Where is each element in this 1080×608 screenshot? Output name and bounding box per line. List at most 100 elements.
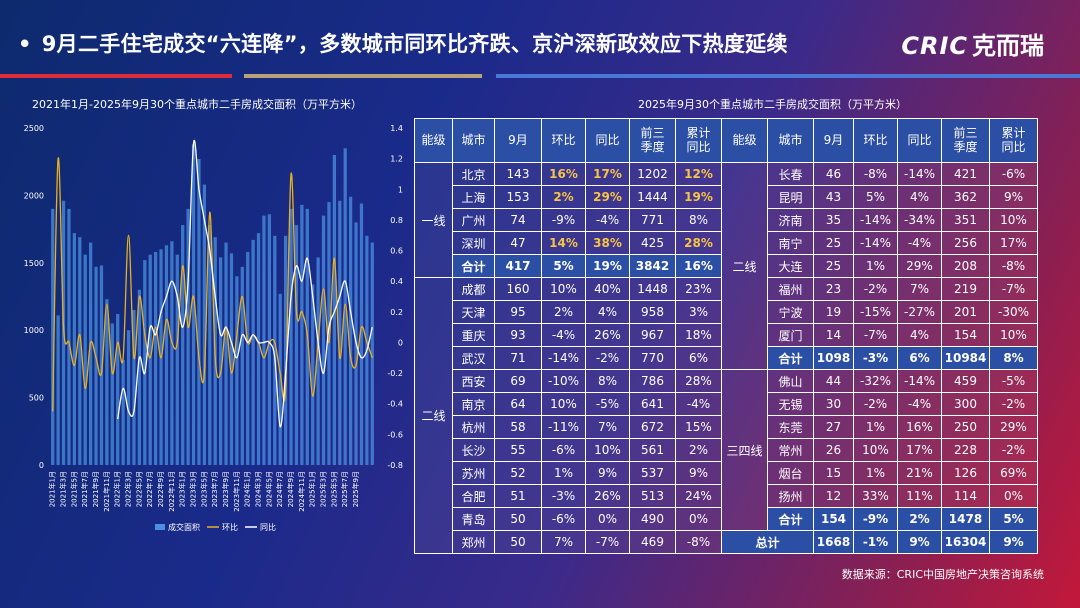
- q3-cell: 219: [941, 277, 990, 301]
- bar: [110, 323, 114, 465]
- bar: [262, 215, 266, 465]
- sep-value-cell: 30: [813, 392, 854, 416]
- tier-cell: 三四线: [721, 369, 768, 531]
- legend-label-mom: 环比: [222, 522, 238, 532]
- q3-cell: 1448: [629, 277, 676, 301]
- bar: [202, 184, 206, 465]
- bar: [256, 233, 261, 465]
- bar: [349, 196, 353, 466]
- cum-yoy-cell: 18%: [675, 323, 722, 347]
- logo-cn: 克而瑞: [972, 32, 1044, 60]
- header-cell: 能级: [721, 118, 768, 163]
- table-title: 2025年9月30个重点城市二手房成交面积（万平方米）: [638, 98, 907, 111]
- q3-cell: 10984: [941, 346, 990, 370]
- q3-cell: 208: [941, 254, 990, 278]
- cum-yoy-cell: -8%: [989, 254, 1038, 278]
- mom-cell: -11%: [541, 415, 586, 439]
- bar: [170, 241, 174, 465]
- city-cell: 广州: [452, 208, 495, 232]
- q3-cell: 1444: [629, 185, 676, 209]
- x-tick-label: 2021年3月: [59, 471, 68, 507]
- mom-cell: -4%: [541, 323, 586, 347]
- yoy-cell: -7%: [585, 530, 630, 554]
- cum-yoy-cell: -7%: [989, 277, 1038, 301]
- x-tick-label: 2021年7月: [80, 471, 89, 507]
- yoy-cell: 17%: [585, 162, 630, 186]
- x-tick-label: 2023年9月: [221, 471, 230, 507]
- q3-cell: 126: [941, 461, 990, 485]
- sep-value-cell: 44: [813, 369, 854, 393]
- bar: [311, 284, 315, 465]
- mom-cell: -7%: [853, 323, 898, 347]
- header: • 9月二手住宅成交“六连降”，多数城市同环比齐跌、京沪深新政效应下热度延续 CR…: [0, 0, 1080, 80]
- q3-cell: 1478: [941, 507, 990, 531]
- city-cell: 长沙: [452, 438, 495, 462]
- mom-cell: 7%: [541, 530, 586, 554]
- bar: [370, 242, 374, 465]
- sep-value-cell: 55: [494, 438, 542, 462]
- bar: [284, 235, 288, 465]
- x-tick-label: 2025年9月: [351, 471, 360, 507]
- bar: [359, 203, 364, 465]
- yoy-cell: -14%: [897, 369, 942, 393]
- bar: [219, 257, 223, 465]
- sep-value-cell: 417: [494, 254, 542, 278]
- cum-yoy-cell: 16%: [675, 254, 722, 278]
- x-tick-label: 2021年5月: [69, 471, 78, 507]
- yoy-cell: -34%: [897, 208, 942, 232]
- tier-cell: 二线: [721, 162, 768, 370]
- yoy-cell: 8%: [585, 369, 630, 393]
- bar: [267, 214, 271, 465]
- q3-cell: 537: [629, 461, 676, 485]
- x-tick-label: 2021年9月: [91, 471, 100, 507]
- q3-cell: 469: [629, 530, 676, 554]
- x-tick-label: 2024年3月: [254, 471, 263, 507]
- yoy-cell: 9%: [585, 461, 630, 485]
- bar: [246, 252, 250, 465]
- mom-cell: 1%: [541, 461, 586, 485]
- q3-cell: 967: [629, 323, 676, 347]
- table-row: 西安 69 -10% 8% 786 28% 三四线 佛山 44 -32% -14% 459 -5%: [415, 369, 1038, 531]
- table-header-row: 能级 城市 9月 环比 同比 前三 季度 累计 同比 能级 城市 9月 环比 同比 前三 季度 累计 同比: [414, 118, 1038, 163]
- header-cell: 9月: [813, 118, 854, 163]
- combo-chart: 0 500 1000 1500 2000 2500 -0.8 -0.6 -0.4 -0.2 0 0.2…: [24, 124, 403, 532]
- cum-yoy-cell: 28%: [675, 231, 722, 255]
- table-row: 一线 北京 143 16% 17% 1202 12% 二线 长春 46 -8% -14% 421 -6%: [414, 162, 1038, 370]
- mom-cell: 1%: [853, 461, 898, 485]
- x-tick-label: 2022年1月: [113, 471, 122, 507]
- q3-cell: 228: [941, 438, 990, 462]
- x-tick-label: 2025年7月: [340, 471, 349, 507]
- city-cell: 合肥: [452, 484, 495, 508]
- cum-yoy-cell: 0%: [989, 484, 1038, 508]
- sep-value-cell: 47: [494, 231, 542, 255]
- yoy-cell: 7%: [897, 277, 942, 301]
- cum-yoy-cell: 10%: [989, 323, 1038, 347]
- legend-label-yoy: 同比: [260, 522, 276, 532]
- table-row: 天津 95 2% 4% 958 3% 宁波 19 -15% -27% 201 -30%: [415, 300, 1038, 324]
- city-cell: 郑州: [452, 530, 495, 554]
- bar: [197, 159, 201, 465]
- sep-value-cell: 52: [494, 461, 542, 485]
- q3-cell: 786: [629, 369, 676, 393]
- sep-value-cell: 35: [813, 208, 854, 232]
- cum-yoy-cell: 10%: [989, 208, 1038, 232]
- mom-cell: 2%: [541, 300, 586, 324]
- x-tick-label: 2022年9月: [156, 471, 165, 507]
- bar: [229, 253, 234, 465]
- city-cell: 扬州: [767, 484, 814, 508]
- cum-yoy-cell: 9%: [989, 185, 1038, 209]
- table-row: 南京 64 10% -5% 641 -4% 无锡 30 -2% -4% 300 -2%: [415, 392, 1038, 416]
- y-left-tick-label: 0: [39, 461, 44, 470]
- q3-cell: 250: [941, 415, 990, 439]
- sep-value-cell: 143: [494, 162, 542, 186]
- header-cell: 城市: [767, 118, 814, 163]
- cum-yoy-cell: 23%: [675, 277, 722, 301]
- yoy-cell: -14%: [897, 162, 942, 186]
- tier-cell: 二线: [414, 277, 453, 554]
- y-right-tick-label: 0: [398, 338, 403, 347]
- cum-yoy-cell: 12%: [675, 162, 722, 186]
- x-tick-label: 2021年11月: [102, 471, 111, 512]
- yoy-cell: 4%: [897, 185, 942, 209]
- sep-value-cell: 71: [494, 346, 542, 370]
- q3-cell: 459: [941, 369, 990, 393]
